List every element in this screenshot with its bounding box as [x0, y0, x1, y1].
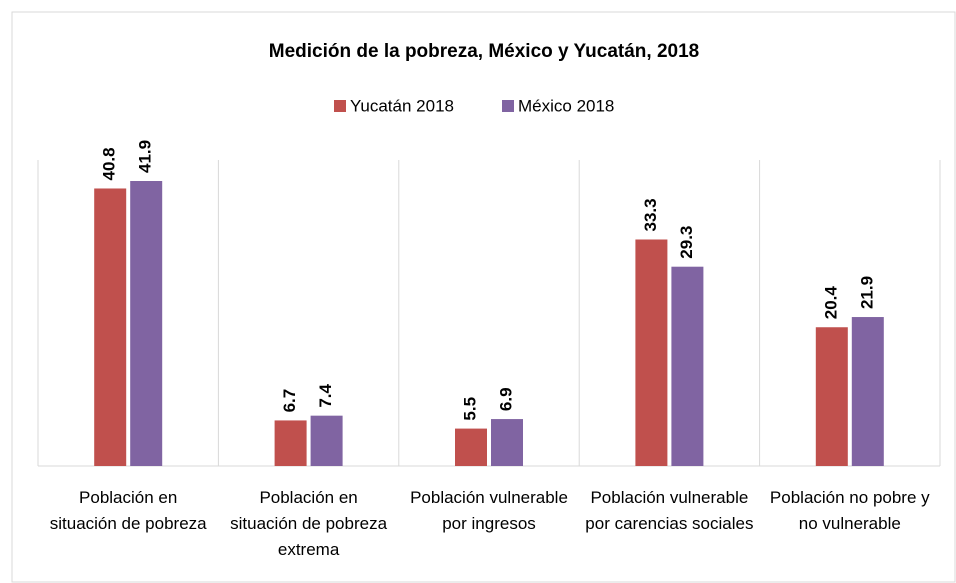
data-label: 20.4 — [821, 286, 840, 320]
bar — [310, 415, 343, 466]
bar — [815, 327, 848, 466]
legend-label: México 2018 — [518, 96, 614, 115]
data-label: 5.5 — [460, 397, 479, 421]
data-label: 21.9 — [857, 276, 876, 309]
data-label: 29.3 — [677, 226, 696, 259]
x-tick-label: Población vulnerable por carencias socia… — [585, 488, 754, 533]
x-tick-label: Población no pobre y no vulnerable — [769, 488, 930, 533]
x-tick-label: Población vulnerable por ingresos — [410, 488, 568, 533]
x-tick-label: Población en situación de pobreza extrem… — [230, 488, 388, 559]
bar — [635, 239, 668, 466]
legend-label: Yucatán 2018 — [350, 96, 454, 115]
chart-border — [11, 11, 956, 583]
data-label: 6.7 — [280, 389, 299, 413]
chart-title: Medición de la pobreza, México y Yucatán… — [269, 41, 699, 62]
data-label: 40.8 — [100, 147, 119, 180]
data-label: 7.4 — [316, 383, 335, 407]
data-label: 33.3 — [641, 198, 660, 231]
bar — [455, 428, 487, 466]
bar — [130, 181, 163, 466]
bar — [851, 317, 884, 466]
x-tick-label: Población en situación de pobreza — [49, 488, 207, 533]
data-label: 41.9 — [136, 140, 155, 173]
bar — [671, 266, 704, 466]
legend-swatch — [502, 100, 514, 112]
data-label: 6.9 — [496, 387, 515, 411]
legend-swatch — [334, 100, 346, 112]
bar — [274, 420, 307, 466]
bar — [491, 419, 523, 466]
bar — [94, 188, 127, 466]
